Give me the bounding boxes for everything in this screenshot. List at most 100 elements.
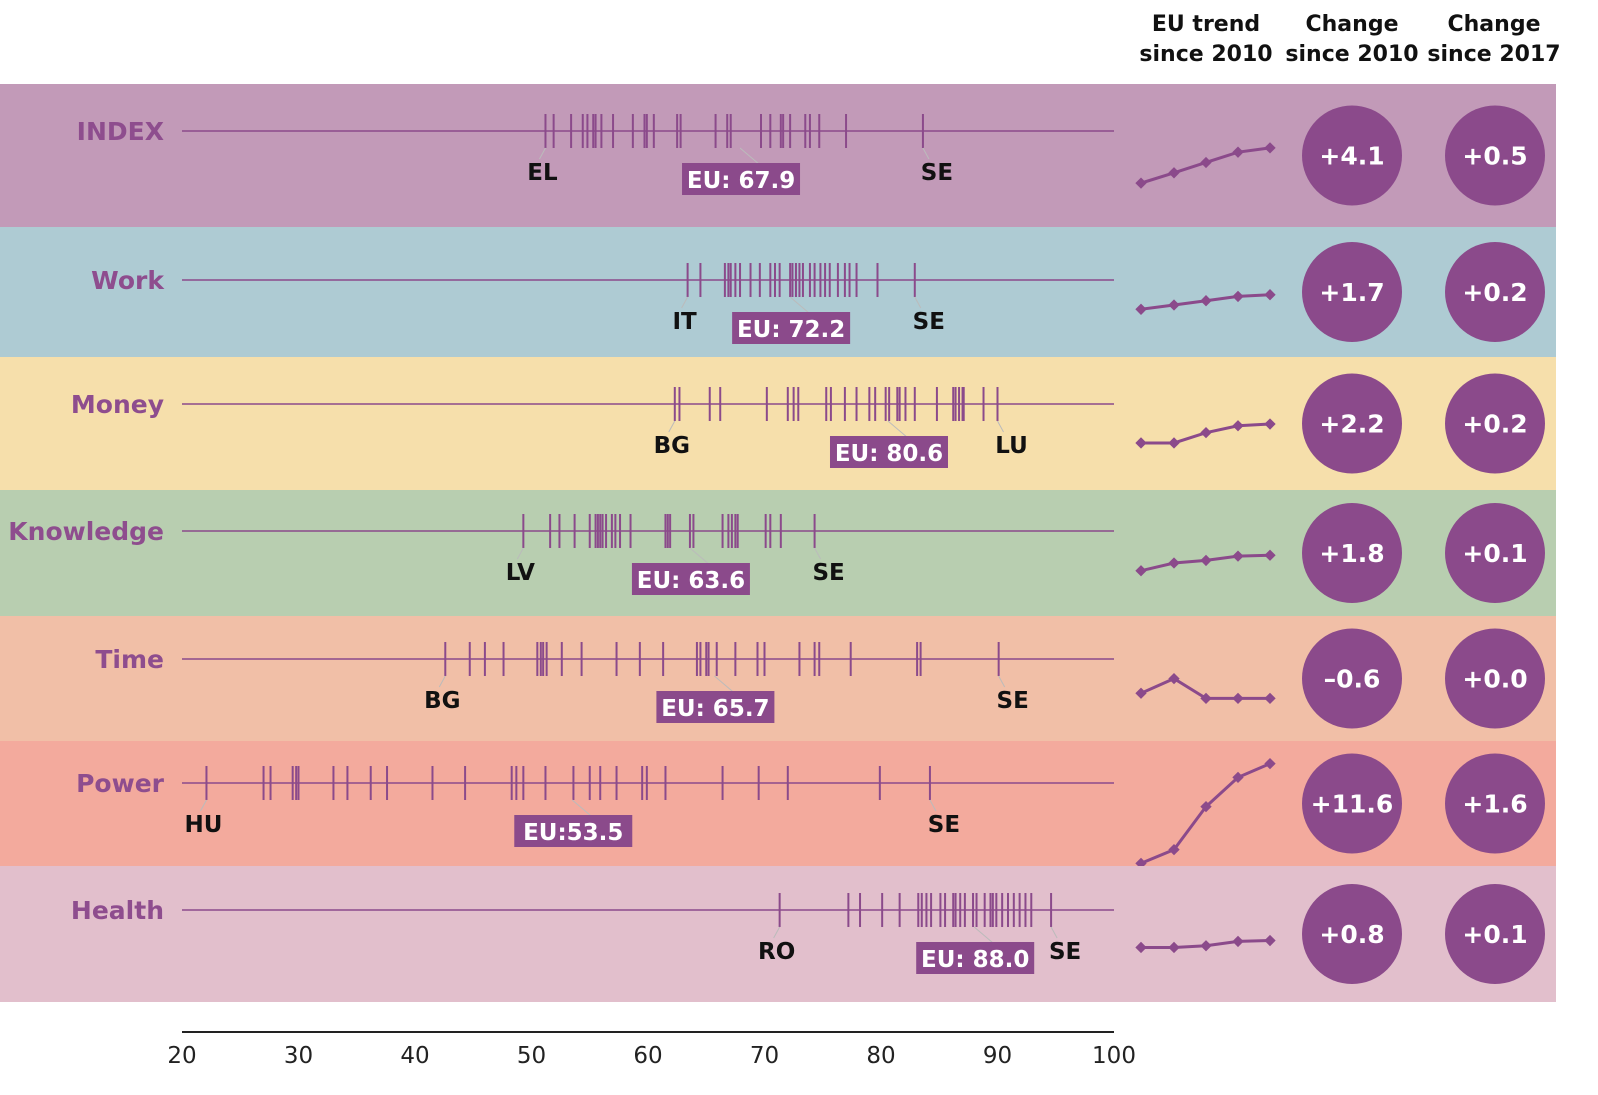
eu-label: EU:53.5 — [523, 820, 623, 846]
eu-label-box — [631, 563, 750, 595]
trend-point — [1264, 692, 1276, 705]
trend-point — [1264, 289, 1276, 301]
change-2010-bubble — [1302, 105, 1402, 206]
high-country-label: SE — [928, 812, 960, 838]
low-country-label: LV — [506, 560, 535, 586]
change-2017-bubble — [1445, 105, 1545, 206]
row-label: Time — [95, 645, 164, 674]
change-2010-bubble — [1302, 242, 1402, 342]
connector — [814, 547, 822, 560]
trend-point — [1135, 437, 1147, 449]
change-2010-bubble — [1302, 628, 1402, 729]
trend-point — [1168, 299, 1180, 311]
change-2017-bubble — [1445, 503, 1545, 603]
change-2010-value: –0.6 — [1324, 665, 1381, 694]
low-country-label: HU — [184, 812, 222, 838]
high-country-label: SE — [913, 309, 945, 335]
row-background — [0, 84, 1556, 227]
header-trend: EU trend since 2010 — [1139, 12, 1273, 67]
connector — [539, 147, 546, 160]
change-2010-bubble — [1302, 753, 1402, 854]
change-2010-value: +2.2 — [1319, 410, 1384, 439]
trend-point — [1264, 418, 1276, 430]
connector — [681, 296, 689, 309]
trend-point — [1135, 565, 1147, 577]
row-label: Health — [71, 896, 164, 925]
trend-point — [1200, 295, 1212, 307]
trend-point — [1168, 557, 1180, 569]
connector — [200, 799, 207, 812]
x-tick-label: 80 — [866, 1043, 895, 1069]
change-2017-value: +0.1 — [1462, 920, 1527, 949]
connector — [887, 420, 909, 439]
high-country-label: SE — [921, 160, 953, 186]
low-country-label: BG — [654, 433, 690, 459]
trend-point — [1232, 771, 1244, 784]
trend-point — [1135, 177, 1147, 189]
change-2017-value: +0.2 — [1462, 278, 1527, 307]
change-2017-value: +0.1 — [1462, 539, 1527, 568]
row-time: Time BG SE EU: 65.7 –0.6 +0.0 — [0, 616, 1556, 741]
x-tick-label: 100 — [1092, 1043, 1136, 1069]
trend-point — [1200, 940, 1212, 952]
change-2010-bubble — [1302, 373, 1402, 474]
change-2017-value: +0.2 — [1462, 410, 1527, 439]
row-background — [0, 616, 1556, 741]
row-health: Health RO SE EU: 88.0 +0.8 +0.1 — [0, 866, 1556, 1002]
trend-point — [1135, 687, 1147, 699]
row-knowledge: Knowledge LV SE EU: 63.6 +1.8 +0.1 — [0, 490, 1556, 616]
eu-label: EU: 72.2 — [737, 317, 845, 343]
connector — [973, 926, 995, 945]
trend-point — [1232, 146, 1244, 158]
row-index: INDEX EL SE EU: 67.9 +4.1 +0.5 — [0, 84, 1556, 227]
trend-point — [1168, 672, 1180, 685]
change-2017-bubble — [1445, 242, 1545, 342]
row-label: INDEX — [77, 117, 164, 146]
connector — [689, 547, 711, 566]
trend-point — [1232, 935, 1244, 948]
change-2010-bubble — [1302, 884, 1402, 984]
trend-point — [1168, 843, 1180, 856]
trend-point — [1232, 550, 1244, 562]
change-2017-bubble — [1445, 753, 1545, 854]
connector — [914, 296, 922, 309]
high-country-label: SE — [997, 688, 1029, 714]
row-background — [0, 866, 1556, 1002]
change-2010-bubble — [1302, 503, 1402, 603]
trend-point — [1135, 303, 1147, 315]
eu-label-box — [829, 436, 948, 468]
trend-point — [1168, 167, 1180, 179]
trend-point — [1200, 426, 1212, 439]
x-tick-label: 50 — [517, 1043, 546, 1069]
change-2017-value: +0.5 — [1462, 142, 1527, 171]
x-tick-label: 40 — [400, 1043, 429, 1069]
eu-label: EU: 80.6 — [835, 441, 943, 467]
change-2010-value: +0.8 — [1319, 920, 1384, 949]
eu-label: EU: 63.6 — [637, 568, 745, 594]
eu-label-box — [916, 942, 1035, 974]
trend-point — [1200, 554, 1212, 567]
change-2010-value: +1.8 — [1319, 539, 1384, 568]
connector — [922, 147, 930, 160]
connector — [929, 799, 937, 812]
eu-label: EU: 88.0 — [921, 947, 1029, 973]
row-background — [0, 741, 1556, 866]
trend-point — [1264, 549, 1276, 561]
x-tick-label: 30 — [284, 1043, 313, 1069]
eu-label-box — [656, 691, 775, 723]
connector — [789, 296, 811, 315]
change-2010-value: +11.6 — [1311, 790, 1394, 819]
row-label: Work — [91, 266, 165, 295]
change-2017-bubble — [1445, 373, 1545, 474]
change-2017-bubble — [1445, 884, 1545, 984]
trend-point — [1264, 142, 1276, 154]
low-country-label: RO — [758, 939, 795, 965]
row-label: Knowledge — [8, 517, 164, 546]
header-change-2010: Change since 2010 — [1285, 12, 1419, 67]
trend-point — [1232, 290, 1244, 303]
trend-point — [1200, 156, 1212, 169]
row-power: Power HU SE EU:53.5 +11.6 +1.6 — [0, 741, 1556, 870]
change-2017-value: +1.6 — [1462, 790, 1527, 819]
